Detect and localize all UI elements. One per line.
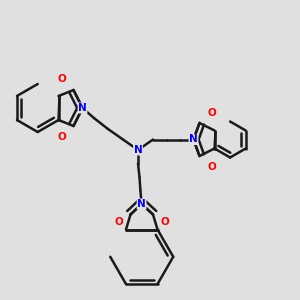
Text: N: N: [189, 134, 198, 145]
Text: O: O: [207, 107, 216, 118]
Text: N: N: [134, 145, 142, 155]
Text: N: N: [78, 103, 87, 113]
Text: O: O: [114, 217, 123, 227]
Text: O: O: [207, 161, 216, 172]
Text: O: O: [57, 131, 66, 142]
Text: O: O: [57, 74, 66, 85]
Text: O: O: [160, 217, 169, 227]
Text: N: N: [137, 199, 146, 209]
